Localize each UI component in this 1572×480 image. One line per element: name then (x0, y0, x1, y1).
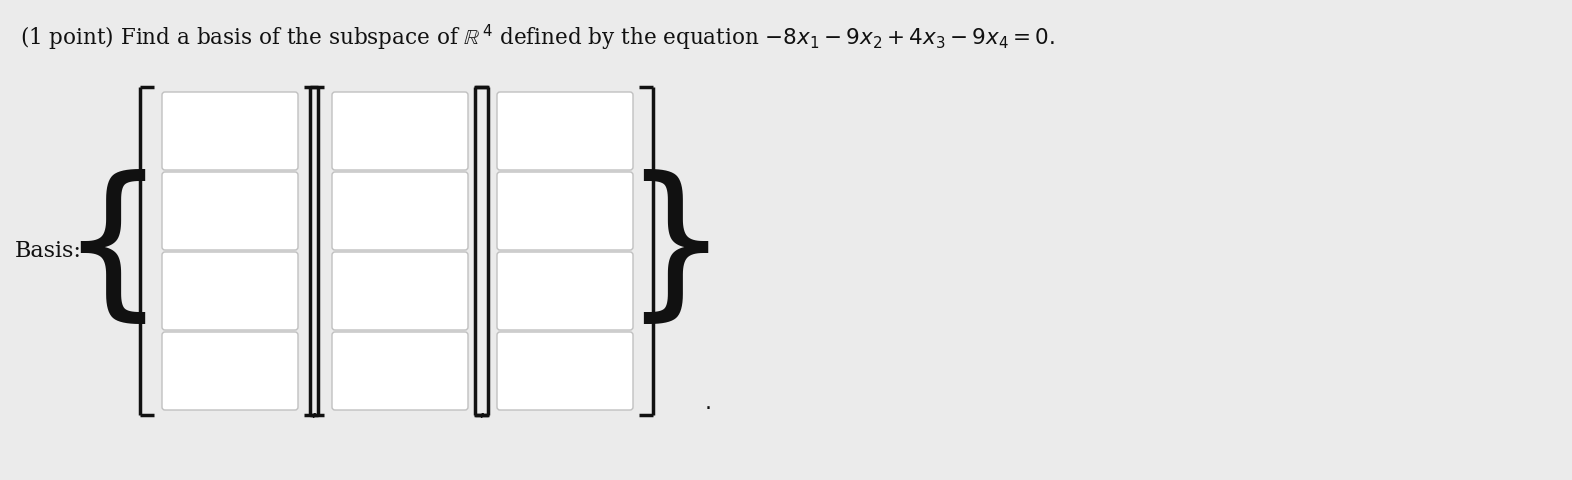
FancyBboxPatch shape (332, 92, 468, 170)
FancyBboxPatch shape (497, 172, 634, 250)
FancyBboxPatch shape (162, 172, 299, 250)
Text: }: } (623, 169, 728, 333)
FancyBboxPatch shape (162, 332, 299, 410)
Text: {: { (60, 169, 165, 333)
Text: Basis:: Basis: (16, 240, 82, 262)
Text: .: . (704, 393, 712, 413)
FancyBboxPatch shape (497, 92, 634, 170)
Text: ,: , (478, 400, 486, 420)
FancyBboxPatch shape (332, 332, 468, 410)
FancyBboxPatch shape (332, 172, 468, 250)
Text: ,: , (311, 400, 318, 420)
FancyBboxPatch shape (497, 252, 634, 330)
FancyBboxPatch shape (162, 252, 299, 330)
FancyBboxPatch shape (332, 252, 468, 330)
Text: (1 point) Find a basis of the subspace of $\mathbb{R}^{\,4}$ defined by the equa: (1 point) Find a basis of the subspace o… (20, 23, 1055, 53)
FancyBboxPatch shape (497, 332, 634, 410)
FancyBboxPatch shape (162, 92, 299, 170)
